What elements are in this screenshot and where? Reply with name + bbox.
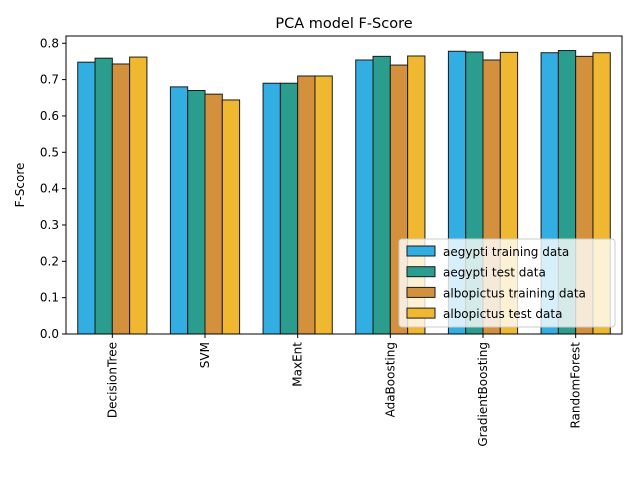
- bar-maxent-albopictus-test-data: [314, 75, 333, 335]
- bar-adaboosting-aegypti-training-data: [355, 59, 374, 335]
- x-tick-label: RandomForest: [569, 342, 583, 429]
- x-tick-label: DecisionTree: [105, 342, 119, 418]
- bar-maxent-aegypti-training-data: [262, 82, 281, 335]
- x-tick-label: GradientBoosting: [476, 342, 490, 447]
- bar-svm-aegypti-test-data: [187, 90, 206, 335]
- legend-label: albopictus training data: [443, 286, 586, 300]
- legend-label: aegypti training data: [443, 245, 569, 259]
- bar-maxent-albopictus-training-data: [297, 75, 316, 335]
- legend-swatch: [406, 286, 436, 298]
- y-tick-label: 0.5: [40, 145, 59, 159]
- legend-swatch: [406, 245, 436, 257]
- y-tick-label: 0.7: [40, 73, 59, 87]
- x-tick-label: SVM: [198, 342, 212, 368]
- bar-svm-aegypti-training-data: [169, 86, 189, 335]
- chart-title: PCA model F-Score: [275, 16, 412, 32]
- bar-maxent-aegypti-test-data: [279, 82, 299, 335]
- y-tick-label: 0.0: [40, 327, 59, 341]
- y-axis-ticks: 0.0 0.1 0.2 0.3 0.4 0.5 0.6 0.7 0.8: [40, 36, 66, 341]
- bar-adaboosting-aegypti-test-data: [372, 55, 391, 335]
- x-axis-ticks: DecisionTree SVM MaxEnt AdaBoosting Gradient…: [105, 334, 583, 447]
- bar-svm-albopictus-training-data: [204, 93, 223, 335]
- legend-swatch: [406, 307, 436, 319]
- bar-decisiontree-aegypti-training-data: [77, 61, 96, 335]
- y-tick-label: 0.6: [40, 109, 59, 123]
- bar-decisiontree-albopictus-test-data: [129, 56, 148, 335]
- legend-swatch: [406, 266, 436, 278]
- y-tick-label: 0.2: [40, 254, 59, 268]
- y-tick-label: 0.4: [40, 182, 59, 196]
- y-tick-label: 0.3: [40, 218, 59, 232]
- y-tick-label: 0.8: [40, 36, 59, 50]
- legend-label: albopictus test data: [443, 307, 562, 321]
- legend: aegypti training data aegypti test data al…: [398, 238, 616, 328]
- legend-label: aegypti test data: [443, 266, 546, 280]
- bar-decisiontree-aegypti-test-data: [94, 57, 113, 335]
- y-tick-label: 0.1: [40, 291, 59, 305]
- y-axis-label: F-Score: [13, 163, 27, 208]
- x-tick-label: AdaBoosting: [383, 342, 397, 417]
- bar-decisiontree-albopictus-training-data: [111, 63, 131, 335]
- x-tick-label: MaxEnt: [291, 342, 305, 387]
- plot-frame: [65, 35, 623, 335]
- legend-box: [398, 238, 616, 328]
- bar-svm-albopictus-test-data: [221, 99, 241, 335]
